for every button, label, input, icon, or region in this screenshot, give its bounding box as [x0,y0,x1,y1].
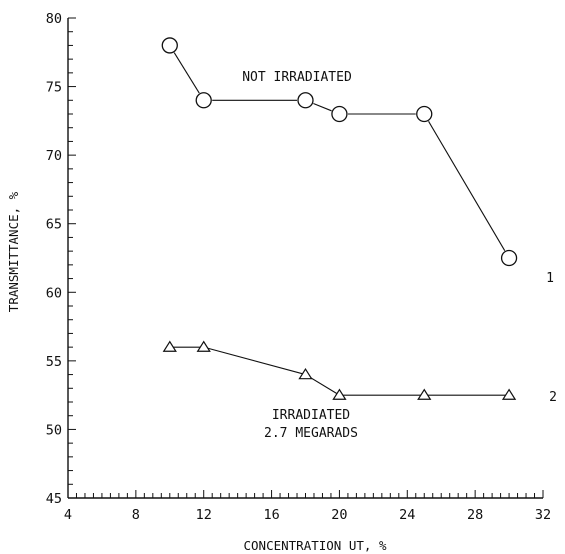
x-tick-label: 20 [331,507,347,523]
series-layer [161,37,518,400]
ticks: 4 8 12 16 20 24 28 32 45 50 55 60 65 70 75 80 [46,11,551,523]
series-2-triangle-point [501,388,517,400]
series-2-label: 2 [549,390,557,405]
x-tick-label: 4 [64,507,72,523]
y-tick-label: 50 [46,422,62,438]
series-2-triangle-point [332,388,347,400]
x-tick-label: 12 [196,507,212,523]
y-tick-label: 65 [46,217,62,233]
series-1-annotation: NOT IRRADIATED [242,70,352,85]
series-1-label: 1 [546,271,554,286]
y-tick-label: 60 [46,285,62,301]
y-tick-label: 55 [46,354,62,370]
y-axis-label: TRANSMITTANCE, % [6,191,21,312]
series-2-triangle-point [417,388,432,400]
series-2-annotation-line1: IRRADIATED [272,408,350,423]
series-2-triangle-point [196,340,211,352]
series-2-triangle-point [162,340,177,352]
x-axis-label: CONCENTRATION UT, % [244,538,387,553]
y-tick-label: 70 [46,148,62,164]
x-tick-label: 24 [399,507,415,523]
x-tick-label: 32 [535,507,551,523]
x-tick-label: 28 [467,507,483,523]
x-tick-label: 8 [132,507,140,523]
series-2-annotation-line2: 2.7 MEGARADS [264,426,358,441]
series-1-circle-point [161,37,178,54]
series-2-triangle-point [298,367,313,380]
y-tick-label: 75 [46,80,62,96]
x-tick-label: 16 [263,507,279,523]
series-1-circle-point [416,105,433,123]
series-2-line-segment [203,346,306,376]
series-1-circle-point [500,249,518,267]
y-tick-label: 45 [46,491,62,507]
series-1-line-segment [428,121,506,251]
y-tick-label: 80 [46,11,62,27]
series-1-circle-point [297,92,314,109]
series-1-line-segment [313,102,332,112]
series-1-circle-point [195,92,212,109]
series-1-line-segment [173,52,200,94]
series-1-circle-point [331,105,348,123]
